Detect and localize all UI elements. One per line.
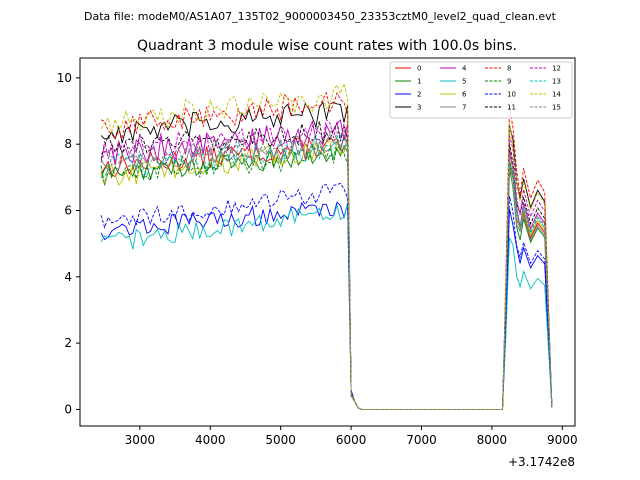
legend-label-14: 14 (552, 91, 561, 99)
legend-label-5: 5 (462, 78, 466, 86)
x-tick-label: 8000 (477, 433, 508, 447)
y-tick-label: 2 (64, 336, 72, 350)
series-line-15 (100, 128, 553, 410)
series-layer (100, 82, 553, 410)
series-line-8 (100, 91, 553, 410)
legend-label-4: 4 (462, 65, 467, 73)
x-axis: 3000 4000 5000 6000 7000 8000 9000 (125, 426, 578, 447)
legend-label-7: 7 (462, 104, 466, 112)
x-tick-label: 3000 (125, 433, 156, 447)
legend-label-13: 13 (552, 78, 561, 86)
x-tick-label: 9000 (547, 433, 578, 447)
x-tick-label: 7000 (406, 433, 437, 447)
suptitle: Data file: modeM0/AS1A07_135T02_90000034… (84, 10, 557, 23)
x-tick-label: 5000 (265, 433, 296, 447)
x-tick-label: 6000 (336, 433, 367, 447)
y-axis: 0 2 4 6 8 10 (57, 71, 80, 416)
y-tick-label: 10 (57, 71, 72, 85)
legend-label-2: 2 (417, 91, 421, 99)
plot-frame (79, 57, 576, 427)
legend-label-3: 3 (417, 104, 421, 112)
series-line-10 (100, 182, 553, 410)
legend-label-15: 15 (552, 104, 561, 112)
legend-label-6: 6 (462, 91, 467, 99)
legend-label-10: 10 (507, 91, 516, 99)
y-tick-label: 4 (64, 270, 72, 284)
y-tick-label: 0 (64, 402, 72, 416)
legend-label-12: 12 (552, 65, 561, 73)
legend-label-9: 9 (507, 78, 511, 86)
legend-label-1: 1 (417, 78, 421, 86)
legend-label-8: 8 (507, 65, 511, 73)
y-tick-label: 8 (64, 137, 72, 151)
legend-label-0: 0 (417, 65, 421, 73)
x-tick-label: 4000 (195, 433, 226, 447)
legend-label-11: 11 (507, 104, 516, 112)
y-tick-label: 6 (64, 204, 72, 218)
x-offset-label: +3.1742e8 (508, 455, 575, 469)
legend-box (389, 61, 573, 119)
chart-title: Quadrant 3 module wise count rates with … (137, 38, 517, 54)
